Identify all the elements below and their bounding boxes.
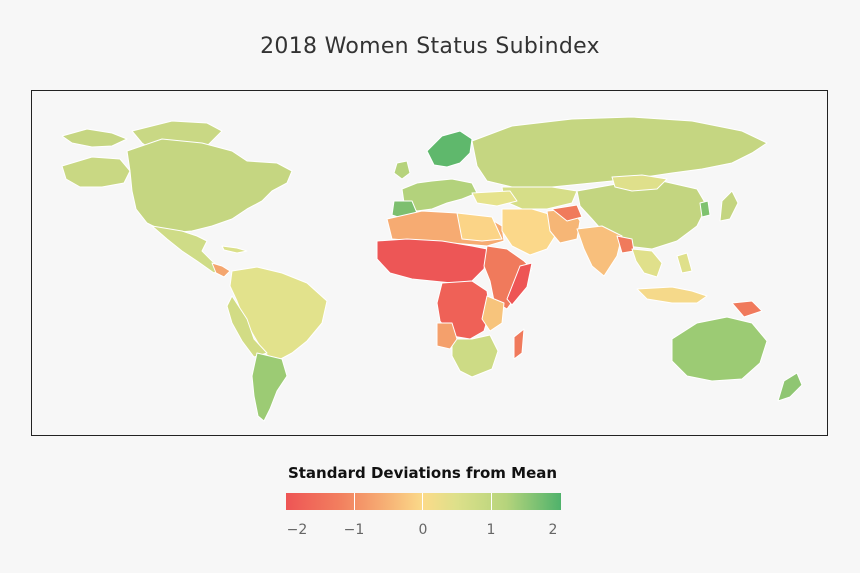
world-map-svg [61, 116, 803, 422]
region-caribbean[interactable] [221, 245, 248, 254]
legend-title: Standard Deviations from Mean [287, 464, 558, 482]
region-mongolia[interactable] [611, 174, 668, 192]
region-sahel[interactable] [376, 238, 488, 284]
region-philippines[interactable] [676, 252, 693, 274]
region-mexico[interactable] [151, 225, 223, 274]
region-peru-bolivia[interactable] [226, 295, 268, 358]
legend-tick-mark [422, 493, 423, 510]
map-title: 2018 Women Status Subindex [260, 34, 600, 59]
region-alaska[interactable] [61, 156, 131, 188]
region-indonesia[interactable] [636, 286, 708, 304]
legend-label-0: 0 [418, 522, 428, 538]
legend-tick-mark [354, 493, 355, 510]
legend-tick-mark [491, 493, 492, 510]
region-somalia[interactable] [506, 262, 533, 306]
region-argentina[interactable] [251, 352, 288, 422]
region-north-america[interactable] [126, 138, 293, 234]
region-korea[interactable] [699, 200, 711, 218]
region-papua-new-guinea[interactable] [731, 300, 763, 318]
region-nordics[interactable] [426, 130, 473, 168]
region-southern-africa[interactable] [451, 334, 499, 378]
region-turkey[interactable] [471, 190, 518, 207]
region-australia[interactable] [671, 316, 768, 382]
region-bangladesh[interactable] [616, 235, 635, 254]
region-south-america-north[interactable] [229, 266, 328, 362]
region-india[interactable] [576, 225, 623, 277]
region-arctic-islands[interactable] [61, 128, 128, 148]
region-japan[interactable] [719, 190, 739, 222]
region-afghanistan[interactable] [551, 204, 583, 222]
region-middle-east[interactable] [501, 208, 558, 256]
region-east-africa[interactable] [481, 295, 505, 332]
legend-label-minus-2: −2 [286, 522, 308, 538]
region-angola[interactable] [436, 322, 458, 350]
legend-color-scale [286, 493, 561, 510]
region-egypt[interactable] [456, 212, 503, 242]
legend-label-2: 2 [548, 522, 558, 538]
region-central-america[interactable] [211, 262, 231, 278]
region-madagascar[interactable] [513, 328, 525, 360]
region-russia[interactable] [471, 116, 768, 188]
region-southeast-asia[interactable] [631, 248, 663, 278]
legend-label-minus-1: −1 [343, 522, 365, 538]
region-new-zealand[interactable] [777, 372, 803, 402]
legend-label-1: 1 [486, 522, 496, 538]
world-map[interactable] [31, 90, 828, 436]
region-uk[interactable] [393, 160, 411, 180]
